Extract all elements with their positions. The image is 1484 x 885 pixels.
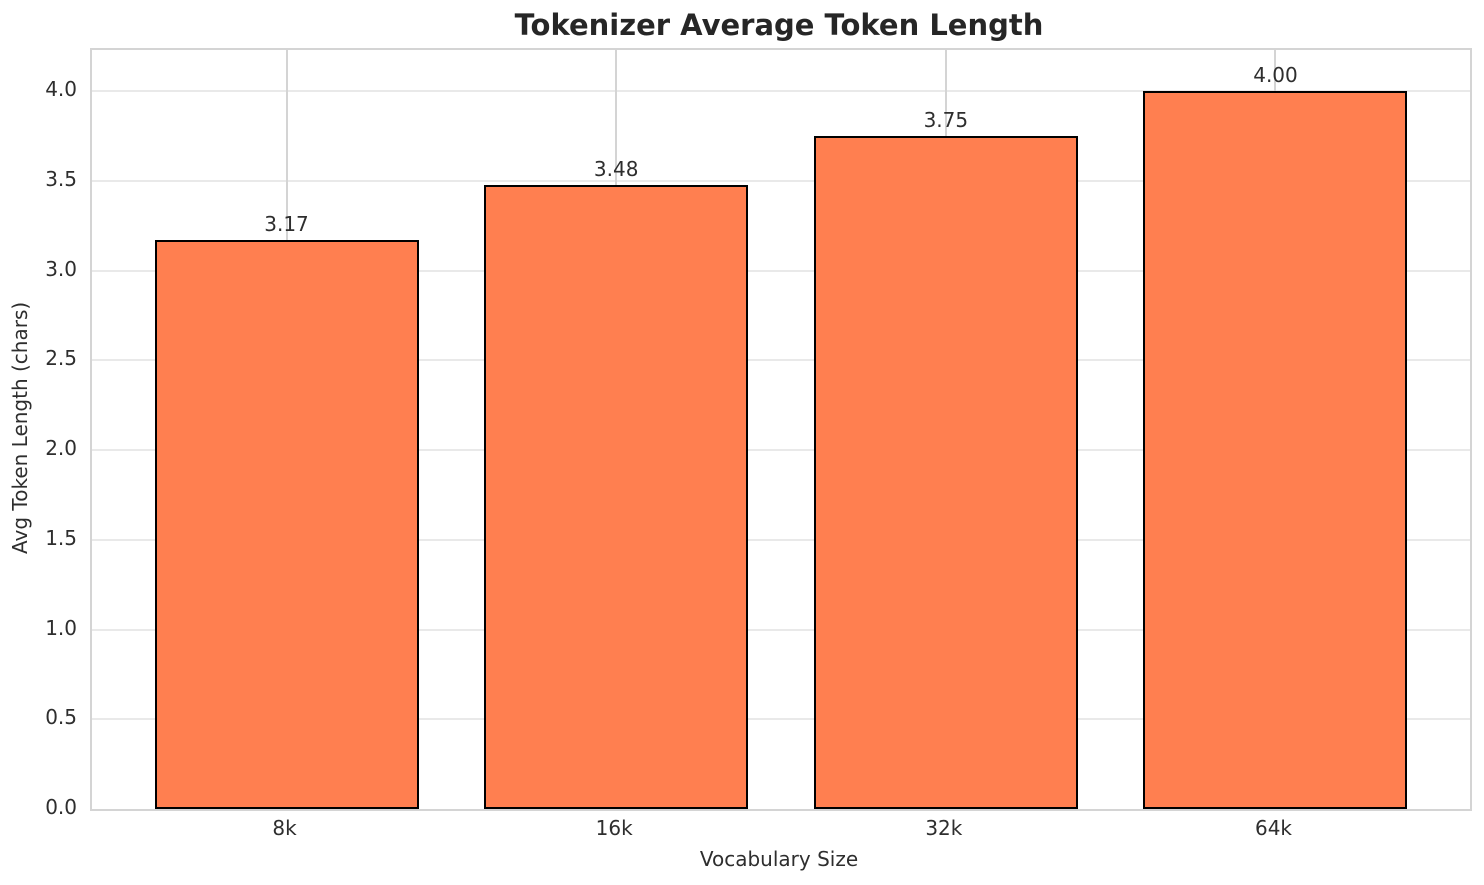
bar: [1143, 91, 1407, 809]
chart-title: Tokenizer Average Token Length: [514, 8, 1044, 42]
x-tick-label: 8k: [272, 816, 297, 840]
y-tick-label: 1.5: [45, 525, 77, 550]
y-tick-label: 2.0: [45, 436, 77, 461]
bar-value-label: 3.48: [593, 157, 639, 181]
x-tick-label: 32k: [925, 816, 963, 840]
gridline-horizontal: [92, 269, 1470, 272]
bar: [484, 185, 748, 809]
bar-value-label: 3.75: [923, 108, 969, 132]
gridline-horizontal: [92, 90, 1470, 93]
y-tick-label: 4.0: [45, 77, 77, 102]
gridline-horizontal: [92, 449, 1470, 452]
gridline-horizontal: [92, 179, 1470, 182]
bar-value-label: 3.17: [264, 212, 309, 236]
y-tick-label: 1.0: [45, 615, 77, 640]
y-tick-label: 2.5: [45, 346, 77, 371]
y-tick-label: 0.5: [45, 705, 77, 730]
bar: [814, 136, 1078, 809]
gridline-horizontal: [92, 538, 1470, 541]
x-tick-label: 64k: [1254, 816, 1292, 840]
gridline-horizontal: [92, 359, 1470, 362]
y-tick-label: 0.0: [45, 795, 77, 819]
gridline-horizontal: [92, 718, 1470, 721]
x-tick-label: 16k: [595, 816, 633, 840]
plot-area: 3.17 3.48 3.75 4.00: [90, 48, 1472, 811]
bar-value-label: 4.00: [1253, 63, 1298, 87]
y-tick-label: 3.5: [45, 166, 77, 191]
gridline-horizontal: [92, 628, 1470, 631]
y-axis-label: Avg Token Length (chars): [8, 301, 32, 554]
bar: [155, 240, 419, 809]
x-axis-label: Vocabulary Size: [699, 847, 859, 871]
y-tick-label: 3.0: [45, 256, 77, 281]
